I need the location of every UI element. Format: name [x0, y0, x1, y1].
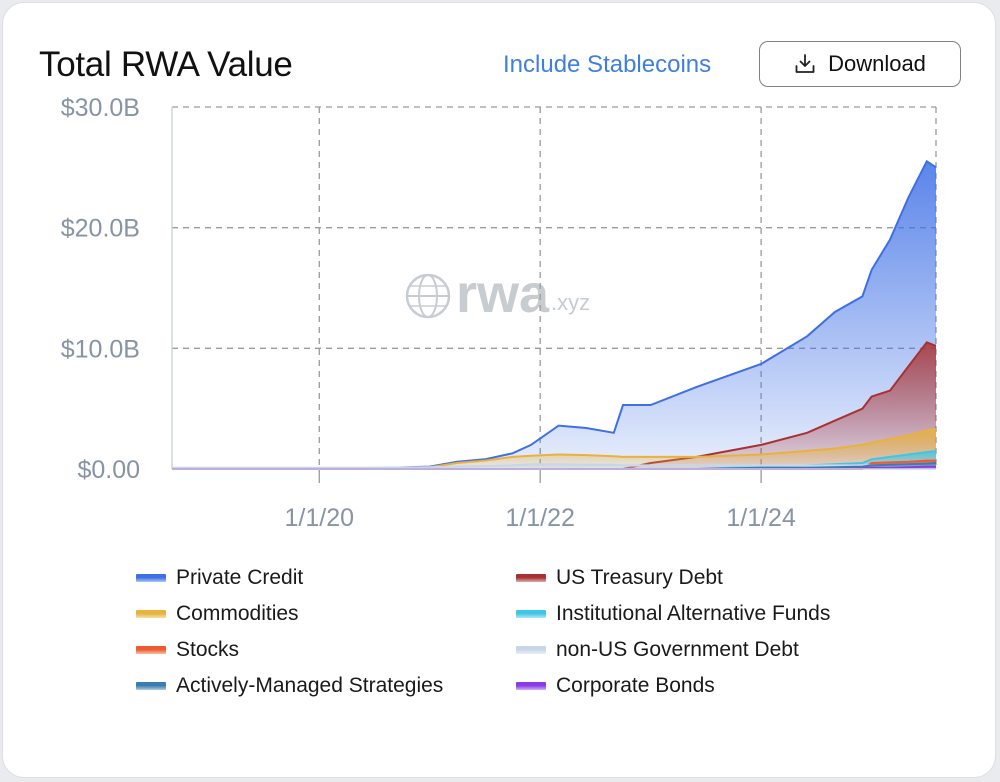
- legend-item[interactable]: Corporate Bonds: [516, 674, 715, 698]
- legend-swatch: [136, 610, 166, 618]
- legend-label: Commodities: [176, 602, 299, 625]
- include-stablecoins-toggle[interactable]: Include Stablecoins: [503, 51, 712, 78]
- y-tick-label: $20.0B: [61, 215, 140, 243]
- chart-plot: rwa .xyz $0.00 $10.0B $20.0B $30.0B 1/1/20 1/…: [61, 94, 937, 532]
- download-icon: [794, 53, 816, 75]
- y-tick-label: $10.0B: [61, 335, 140, 363]
- watermark-logo: rwa: [456, 264, 550, 324]
- watermark: rwa .xyz: [405, 264, 590, 324]
- legend-swatch: [136, 646, 166, 654]
- area-private-credit: [172, 161, 936, 470]
- legend-label: US Treasury Debt: [556, 566, 723, 589]
- legend-item[interactable]: Commodities: [136, 602, 299, 626]
- x-tick-label: 1/1/24: [726, 504, 796, 532]
- chart-title: Total RWA Value: [39, 45, 293, 84]
- legend-item[interactable]: non-US Government Debt: [516, 638, 799, 662]
- legend-label: non-US Government Debt: [556, 638, 799, 661]
- axes: $0.00 $10.0B $20.0B $30.0B 1/1/20 1/1/22 1/1/2…: [61, 94, 936, 532]
- legend-label: Actively-Managed Strategies: [176, 674, 444, 697]
- legend-swatch: [516, 610, 546, 618]
- x-tick-label: 1/1/22: [505, 504, 575, 532]
- legend-item[interactable]: US Treasury Debt: [516, 566, 723, 590]
- download-label: Download: [828, 51, 926, 76]
- legend-swatch: [516, 646, 546, 654]
- legend-label: Private Credit: [176, 566, 304, 589]
- legend-item[interactable]: Actively-Managed Strategies: [136, 674, 443, 698]
- legend-swatch: [516, 682, 546, 690]
- legend-label: Stocks: [176, 638, 240, 661]
- y-tick-label: $0.00: [77, 456, 140, 484]
- legend-item[interactable]: Private Credit: [136, 566, 303, 590]
- watermark-suffix: .xyz: [551, 290, 590, 315]
- legend-item[interactable]: Stocks: [136, 638, 239, 662]
- legend-label: Institutional Alternative Funds: [556, 602, 831, 625]
- x-tick-label: 1/1/20: [285, 504, 355, 532]
- legend-swatch: [516, 574, 546, 582]
- legend-swatch: [136, 574, 166, 582]
- y-tick-label: $30.0B: [61, 94, 140, 122]
- legend-swatch: [136, 682, 166, 690]
- globe-icon: [405, 273, 451, 319]
- legend-label: Corporate Bonds: [556, 674, 715, 697]
- legend-item[interactable]: Institutional Alternative Funds: [516, 602, 830, 626]
- area-commodities: [172, 429, 936, 469]
- download-button[interactable]: Download: [759, 41, 961, 87]
- area-series: [172, 159, 937, 470]
